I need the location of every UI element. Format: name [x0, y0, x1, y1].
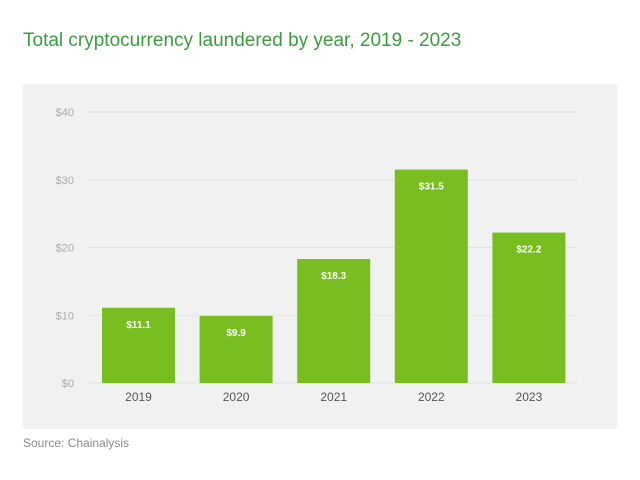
data-label: $18.3 — [321, 271, 346, 282]
source-note: Source: Chainalysis — [23, 436, 130, 450]
bar-2020 — [199, 315, 273, 383]
x-tick-label: 2019 — [125, 390, 152, 404]
data-label: $31.5 — [419, 182, 444, 193]
x-tick-label: 2020 — [223, 390, 250, 404]
y-tick-label: $0 — [62, 378, 74, 390]
bar-2023 — [492, 232, 566, 383]
data-label: $22.2 — [516, 245, 541, 256]
data-label: $11.1 — [126, 320, 151, 331]
x-tick-label: 2021 — [320, 390, 347, 404]
y-tick-label: $40 — [56, 107, 74, 119]
chart-title: Total cryptocurrency laundered by year, … — [23, 30, 462, 51]
bar-2022 — [394, 169, 468, 383]
bar-2021 — [297, 259, 371, 383]
x-tick-label: 2023 — [516, 390, 543, 404]
y-tick-label: $30 — [56, 175, 74, 187]
y-tick-label: $20 — [56, 243, 74, 255]
data-label: $9.9 — [226, 328, 246, 339]
y-tick-label: $10 — [56, 310, 74, 322]
x-tick-label: 2022 — [418, 390, 445, 404]
bar-2019 — [102, 307, 175, 383]
